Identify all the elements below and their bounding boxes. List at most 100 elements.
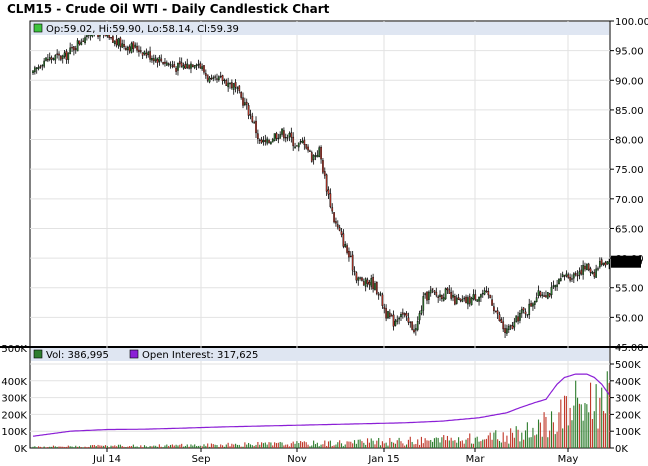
candle-body — [41, 64, 44, 67]
candle-body — [457, 297, 460, 300]
candle — [411, 321, 413, 331]
candle-body — [463, 297, 466, 300]
volume-bar — [324, 440, 326, 448]
candle-body — [481, 293, 484, 295]
candle — [433, 290, 436, 295]
volume-bar — [80, 447, 82, 448]
candle — [377, 291, 380, 300]
candle — [457, 293, 460, 301]
candle — [385, 304, 387, 322]
volume-bar — [173, 445, 175, 448]
candle-body — [537, 290, 540, 297]
open-interest-line — [32, 373, 610, 437]
candle — [448, 285, 451, 294]
candle — [216, 73, 218, 83]
volume-bar — [571, 420, 573, 448]
candle — [476, 299, 479, 303]
candle-body — [71, 47, 73, 49]
candle — [264, 134, 267, 146]
volume-bar — [101, 445, 103, 448]
candle — [47, 54, 49, 63]
candle — [398, 316, 400, 325]
candle — [323, 167, 326, 179]
candle — [247, 102, 250, 120]
price-legend: Op:59.02, Hi:59.90, Lo:58.14, Cl:59.39 — [31, 22, 609, 35]
candle-body — [474, 294, 477, 301]
candle — [151, 55, 153, 63]
volume-bar — [145, 446, 147, 448]
candle-body — [260, 139, 263, 143]
candle — [409, 321, 412, 328]
price-tick-label: 80.00 — [615, 136, 644, 147]
candle-body — [422, 296, 425, 311]
candle-body — [519, 312, 521, 321]
volume-bar — [117, 444, 120, 448]
volume-bar — [422, 443, 424, 448]
volume-bar — [392, 442, 395, 448]
candle-body — [204, 73, 207, 76]
candle-body — [43, 60, 46, 67]
volume-bar — [90, 445, 92, 448]
volume-bar — [604, 413, 606, 448]
candle-body — [130, 43, 133, 53]
candle — [593, 269, 596, 279]
volume-bar — [391, 441, 393, 448]
volume-bar — [270, 442, 272, 448]
candle — [519, 309, 521, 324]
candle-body — [600, 259, 603, 265]
volume-bar — [171, 444, 173, 448]
candle — [305, 144, 308, 150]
volume-bar — [248, 442, 250, 448]
last-price-tag-bg — [611, 255, 641, 268]
volume-bar — [313, 440, 315, 448]
volume-bar — [51, 446, 53, 448]
volume-bar — [255, 444, 257, 448]
candle — [582, 260, 584, 280]
candle — [346, 243, 348, 255]
candle — [351, 251, 354, 276]
candle — [559, 273, 562, 282]
candle-body — [110, 37, 112, 39]
volume-bar — [588, 412, 590, 448]
candle — [362, 278, 365, 286]
candle-body — [121, 43, 124, 48]
volume-bar — [400, 441, 402, 448]
volume-bar — [218, 446, 220, 448]
candle — [197, 59, 200, 69]
candle — [442, 293, 445, 302]
candle-body — [152, 58, 155, 62]
candle-body — [203, 65, 205, 73]
volume-bar — [537, 419, 540, 448]
candle-body — [288, 133, 291, 137]
volume-bar — [374, 444, 376, 448]
candle-body — [286, 137, 289, 139]
candle — [152, 54, 155, 65]
candle-body — [294, 146, 296, 148]
candle — [344, 241, 347, 248]
candle — [522, 307, 525, 314]
candle — [190, 61, 192, 74]
candle-body — [329, 193, 332, 207]
volume-bar — [389, 437, 391, 448]
candle — [173, 61, 176, 68]
candle — [227, 77, 229, 92]
candle-body — [232, 83, 235, 90]
volume-bar — [209, 446, 211, 448]
volume-bar — [511, 432, 514, 448]
candle — [128, 44, 131, 54]
candle — [439, 290, 441, 301]
volume-bar — [140, 445, 142, 448]
candle-body — [84, 37, 86, 44]
candle — [78, 40, 81, 46]
volume-bar — [290, 443, 292, 448]
volume-bar — [160, 446, 162, 448]
volume-bar — [184, 445, 186, 448]
volume-bar — [261, 442, 263, 448]
volume-bar — [435, 437, 437, 448]
price-legend-label: Op:59.02, Hi:59.90, Lo:58.14, Cl:59.39 — [46, 24, 239, 35]
candle-body — [61, 55, 64, 59]
candle-body — [593, 272, 596, 277]
volume-bar — [379, 445, 382, 448]
candle — [113, 40, 116, 47]
candle-body — [225, 80, 228, 87]
